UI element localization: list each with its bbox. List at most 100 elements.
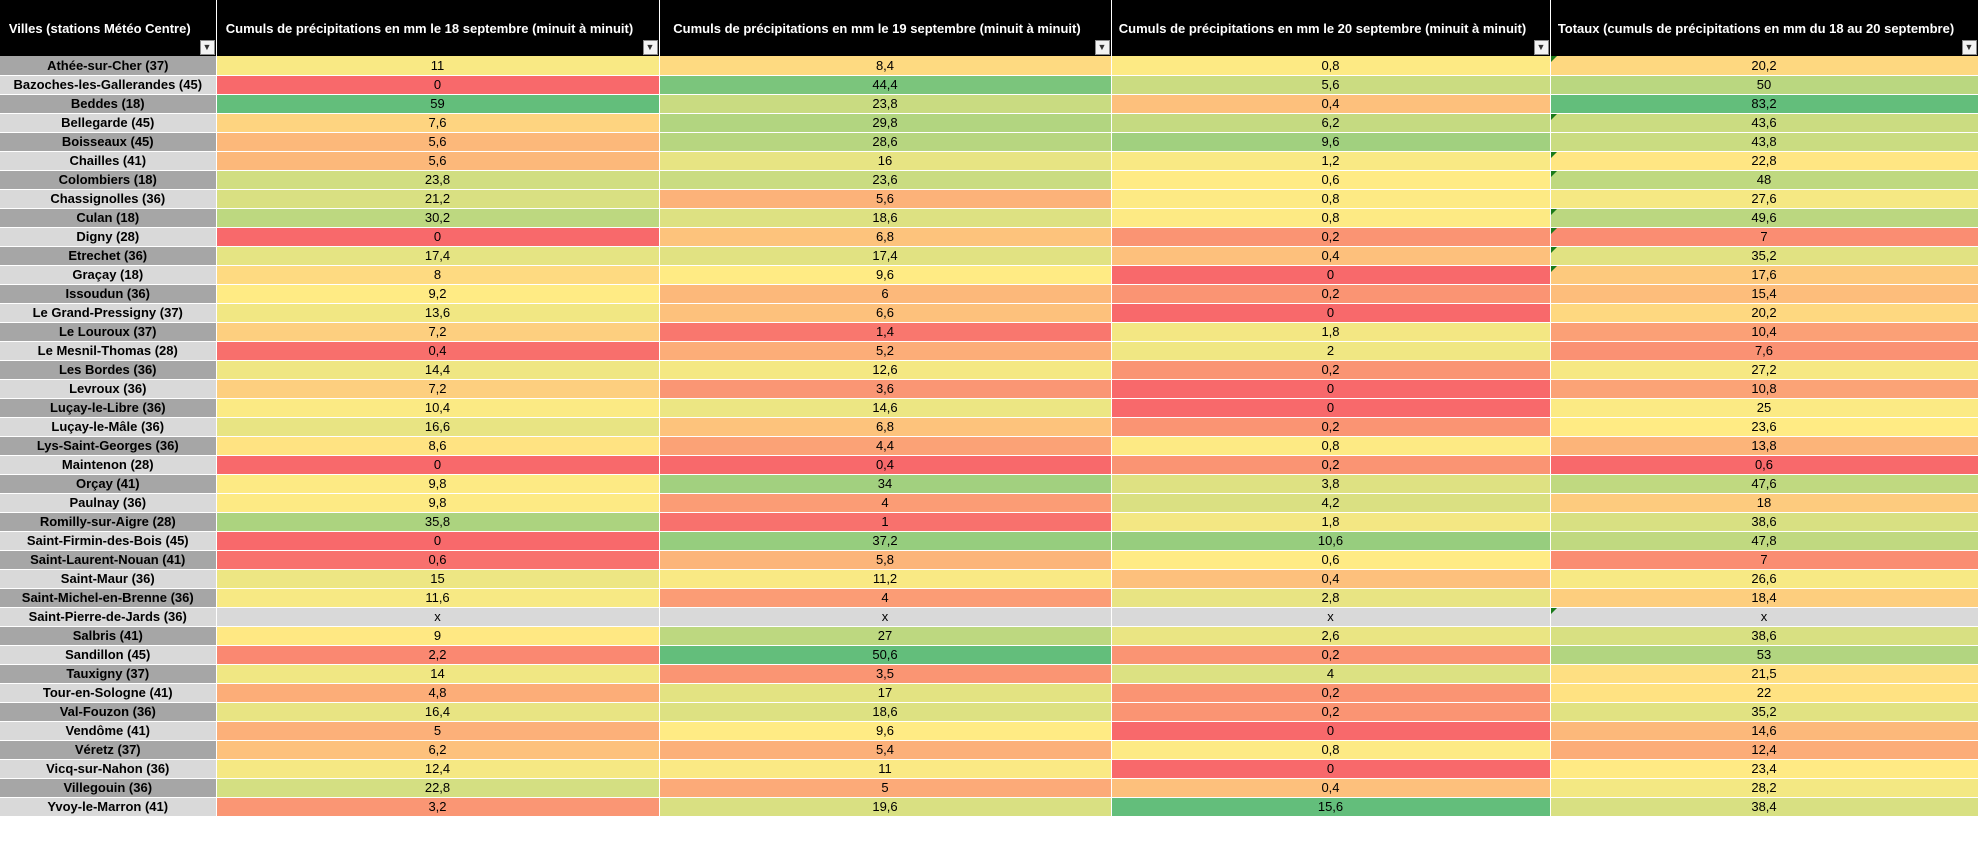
cell-city[interactable]: Maintenon (28) <box>0 455 217 475</box>
cell-city[interactable]: Tour-en-Sologne (41) <box>0 683 217 703</box>
cell-city[interactable]: Val-Fouzon (36) <box>0 702 217 722</box>
cell-city[interactable]: Romilly-sur-Aigre (28) <box>0 512 217 532</box>
filter-dropdown-icon[interactable]: ▼ <box>199 40 215 55</box>
cell-total[interactable]: 15,4 <box>1550 284 1978 304</box>
cell-d19[interactable]: 18,6 <box>659 208 1112 228</box>
cell-city[interactable]: Bazoches-les-Gallerandes (45) <box>0 75 217 95</box>
cell-total[interactable]: 14,6 <box>1550 721 1978 741</box>
cell-d19[interactable]: 27 <box>659 626 1112 646</box>
cell-total[interactable]: 27,6 <box>1550 189 1978 209</box>
cell-d19[interactable]: 0,4 <box>659 455 1112 475</box>
cell-d18[interactable]: 7,2 <box>216 322 660 342</box>
cell-total[interactable]: 7 <box>1550 550 1978 570</box>
cell-total[interactable]: 25 <box>1550 398 1978 418</box>
cell-d20[interactable]: 0,8 <box>1111 436 1551 456</box>
cell-city[interactable]: Digny (28) <box>0 227 217 247</box>
cell-d20[interactable]: 2,6 <box>1111 626 1551 646</box>
cell-d19[interactable]: 28,6 <box>659 132 1112 152</box>
cell-d18[interactable]: 0 <box>216 75 660 95</box>
cell-city[interactable]: Issoudun (36) <box>0 284 217 304</box>
cell-city[interactable]: Boisseaux (45) <box>0 132 217 152</box>
cell-d19[interactable]: 8,4 <box>659 56 1112 76</box>
error-indicator-icon[interactable] <box>1550 151 1557 158</box>
cell-d19[interactable]: 6 <box>659 284 1112 304</box>
cell-d19[interactable]: x <box>659 607 1112 627</box>
cell-city[interactable]: Le Louroux (37) <box>0 322 217 342</box>
filter-dropdown-icon[interactable]: ▼ <box>1961 40 1977 55</box>
cell-city[interactable]: Tauxigny (37) <box>0 664 217 684</box>
cell-total[interactable]: 10,8 <box>1550 379 1978 399</box>
cell-d19[interactable]: 37,2 <box>659 531 1112 551</box>
cell-d20[interactable]: 0 <box>1111 265 1551 285</box>
cell-d20[interactable]: 0,2 <box>1111 645 1551 665</box>
cell-d18[interactable]: 23,8 <box>216 170 660 190</box>
cell-d18[interactable]: 35,8 <box>216 512 660 532</box>
cell-d19[interactable]: 5,6 <box>659 189 1112 209</box>
cell-total[interactable]: 20,2 <box>1550 303 1978 323</box>
cell-total[interactable]: 26,6 <box>1550 569 1978 589</box>
cell-d18[interactable]: 11 <box>216 56 660 76</box>
cell-d18[interactable]: 22,8 <box>216 778 660 798</box>
cell-d19[interactable]: 4 <box>659 588 1112 608</box>
cell-city[interactable]: Luçay-le-Mâle (36) <box>0 417 217 437</box>
cell-total[interactable]: 18,4 <box>1550 588 1978 608</box>
cell-total[interactable]: 83,2 <box>1550 94 1978 114</box>
cell-d20[interactable]: 6,2 <box>1111 113 1551 133</box>
cell-d20[interactable]: 0,8 <box>1111 189 1551 209</box>
cell-d20[interactable]: 0,2 <box>1111 702 1551 722</box>
cell-city[interactable]: Véretz (37) <box>0 740 217 760</box>
cell-d20[interactable]: 0,2 <box>1111 284 1551 304</box>
cell-total[interactable]: 47,6 <box>1550 474 1978 494</box>
cell-d19[interactable]: 3,5 <box>659 664 1112 684</box>
cell-d18[interactable]: 0 <box>216 455 660 475</box>
cell-d18[interactable]: 0,4 <box>216 341 660 361</box>
cell-d20[interactable]: 10,6 <box>1111 531 1551 551</box>
cell-d19[interactable]: 19,6 <box>659 797 1112 817</box>
cell-d20[interactable]: 0 <box>1111 398 1551 418</box>
cell-city[interactable]: Saint-Maur (36) <box>0 569 217 589</box>
cell-total[interactable]: 12,4 <box>1550 740 1978 760</box>
cell-d18[interactable]: 30,2 <box>216 208 660 228</box>
cell-total[interactable]: 7,6 <box>1550 341 1978 361</box>
header-city[interactable]: Villes (stations Météo Centre) ▼ <box>0 0 217 56</box>
cell-d19[interactable]: 50,6 <box>659 645 1112 665</box>
cell-d18[interactable]: 7,2 <box>216 379 660 399</box>
cell-d18[interactable]: 8,6 <box>216 436 660 456</box>
cell-d18[interactable]: 9,8 <box>216 474 660 494</box>
cell-d20[interactable]: 0,2 <box>1111 360 1551 380</box>
cell-d19[interactable]: 44,4 <box>659 75 1112 95</box>
cell-d19[interactable]: 5 <box>659 778 1112 798</box>
cell-d18[interactable]: 13,6 <box>216 303 660 323</box>
cell-total[interactable]: 50 <box>1550 75 1978 95</box>
cell-d18[interactable]: x <box>216 607 660 627</box>
cell-d18[interactable]: 15 <box>216 569 660 589</box>
cell-d18[interactable]: 0 <box>216 227 660 247</box>
cell-d19[interactable]: 9,6 <box>659 721 1112 741</box>
cell-city[interactable]: Athée-sur-Cher (37) <box>0 56 217 76</box>
error-indicator-icon[interactable] <box>1550 607 1557 614</box>
cell-total[interactable]: 38,4 <box>1550 797 1978 817</box>
cell-city[interactable]: Culan (18) <box>0 208 217 228</box>
cell-total[interactable]: 43,6 <box>1550 113 1978 133</box>
cell-city[interactable]: Lys-Saint-Georges (36) <box>0 436 217 456</box>
cell-d19[interactable]: 1 <box>659 512 1112 532</box>
cell-d19[interactable]: 11,2 <box>659 569 1112 589</box>
cell-total[interactable]: 35,2 <box>1550 246 1978 266</box>
cell-total[interactable]: 22 <box>1550 683 1978 703</box>
cell-total[interactable]: 38,6 <box>1550 512 1978 532</box>
cell-d18[interactable]: 21,2 <box>216 189 660 209</box>
header-d19[interactable]: Cumuls de précipitations en mm le 19 sep… <box>659 0 1112 56</box>
cell-city[interactable]: Graçay (18) <box>0 265 217 285</box>
cell-d18[interactable]: 14,4 <box>216 360 660 380</box>
cell-total[interactable]: 0,6 <box>1550 455 1978 475</box>
cell-d20[interactable]: 0,8 <box>1111 208 1551 228</box>
cell-city[interactable]: Les Bordes (36) <box>0 360 217 380</box>
cell-city[interactable]: Saint-Michel-en-Brenne (36) <box>0 588 217 608</box>
cell-total[interactable]: 17,6 <box>1550 265 1978 285</box>
cell-d19[interactable]: 23,8 <box>659 94 1112 114</box>
cell-d19[interactable]: 5,4 <box>659 740 1112 760</box>
cell-city[interactable]: Chailles (41) <box>0 151 217 171</box>
cell-total[interactable]: 28,2 <box>1550 778 1978 798</box>
cell-city[interactable]: Levroux (36) <box>0 379 217 399</box>
error-indicator-icon[interactable] <box>1550 208 1557 215</box>
